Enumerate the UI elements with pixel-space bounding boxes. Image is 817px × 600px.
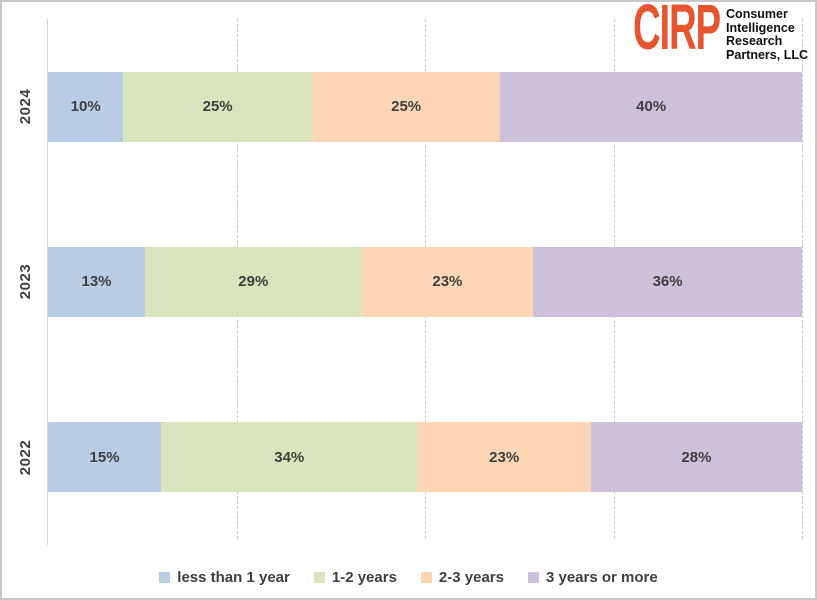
legend-label: 1-2 years (331, 568, 397, 586)
data-label: 15% (89, 448, 120, 466)
data-label: 25% (391, 98, 422, 116)
segment-2024-3-years-or-more: 40% (500, 71, 802, 142)
segment-2023-1-2-years: 29% (145, 246, 362, 317)
segment-2022-less-than-1-year: 15% (48, 422, 162, 493)
cirp-logo-mark: CIRP (633, 2, 721, 61)
data-label: 23% (489, 448, 520, 466)
plot-area: 2024 10% 25% 25% 40% 2023 13% 29% 23% 36% 2022 15% 3… (17, 19, 803, 545)
y-axis-label-2023: 2023 (3, 194, 48, 369)
data-label: 29% (238, 273, 269, 291)
y-axis-label-text: 2022 (17, 439, 34, 475)
stacked-bar-2024: 10% 25% 25% 40% (48, 71, 802, 142)
segment-2022-3-years-or-more: 28% (590, 422, 802, 493)
segment-2024-1-2-years: 25% (123, 71, 312, 142)
y-axis-label-text: 2023 (17, 264, 34, 300)
category-row-2023: 2023 13% 29% 23% 36% (17, 194, 802, 369)
y-axis-label-2022: 2022 (3, 370, 48, 545)
legend-label: 2-3 years (438, 568, 504, 586)
legend-label: less than 1 year (177, 568, 290, 586)
data-label: 10% (70, 98, 101, 116)
segment-2022-2-3-years: 23% (417, 422, 591, 493)
cirp-logo-org-name: Consumer Intelligence Research Partners,… (726, 7, 808, 62)
y-axis-label-2024: 2024 (3, 19, 48, 194)
y-axis-label-text: 2024 (17, 88, 34, 125)
segment-2023-2-3-years: 23% (361, 246, 534, 317)
legend-item-less-than-1-year: less than 1 year (159, 569, 290, 586)
legend-item-2-3-years: 2-3 years (420, 568, 504, 586)
category-row-2022: 2022 15% 34% 23% 28% (17, 370, 802, 545)
legend-swatch-1-2-years (313, 571, 325, 583)
legend-item-1-2-years: 1-2 years (313, 568, 397, 586)
legend-label: 3 years or more (545, 568, 658, 586)
logo-org-line: Intelligence (726, 20, 795, 35)
category-row-2024: 2024 10% 25% 25% 40% (17, 19, 802, 194)
data-label: 13% (81, 273, 112, 291)
segment-2022-1-2-years: 34% (161, 422, 418, 493)
legend-swatch-3-years-or-more (527, 571, 539, 583)
legend-item-3-years-or-more: 3 years or more (527, 568, 658, 586)
segment-2023-less-than-1-year: 13% (48, 246, 146, 317)
segment-2023-3-years-or-more: 36% (533, 246, 802, 317)
data-label: 23% (432, 273, 463, 291)
cirp-logo-text: CIRP (633, 0, 721, 63)
logo-org-line: Consumer (726, 7, 788, 21)
data-label: 28% (681, 448, 712, 466)
legend: less than 1 year 1-2 years 2-3 years 3 year… (2, 564, 815, 590)
legend-swatch-2-3-years (420, 571, 432, 583)
cirp-logo: CIRP Consumer Intelligence Research Part… (633, 2, 808, 62)
data-label: 34% (274, 448, 305, 466)
stacked-bar-2022: 15% 34% 23% 28% (48, 422, 802, 493)
logo-org-line: Research (726, 34, 783, 48)
data-label: 36% (652, 273, 683, 291)
data-label: 40% (636, 98, 667, 116)
segment-2024-less-than-1-year: 10% (48, 71, 124, 142)
legend-swatch-less-than-1-year (159, 571, 171, 583)
logo-org-line: Partners, LLC (726, 47, 808, 62)
stacked-bar-2023: 13% 29% 23% 36% (48, 246, 802, 317)
segment-2024-2-3-years: 25% (311, 71, 501, 142)
data-label: 25% (202, 98, 233, 116)
gridline-100pct (802, 19, 803, 539)
